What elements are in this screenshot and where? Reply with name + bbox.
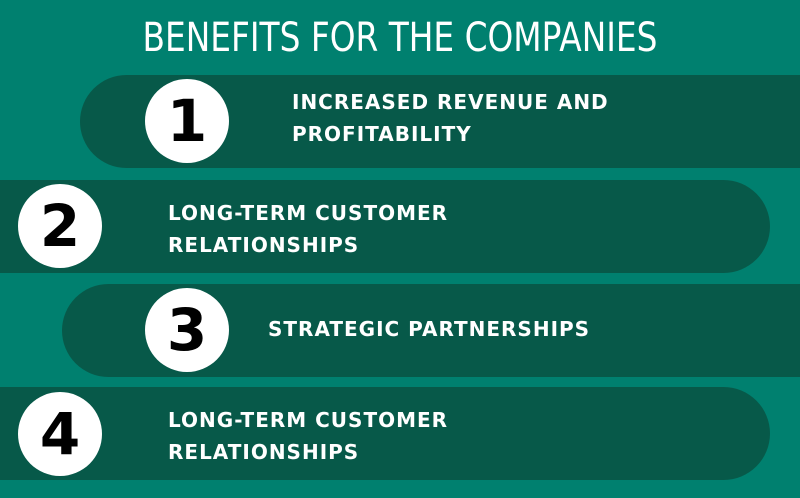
page-title: BENEFITS FOR THE COMPANIES [142, 15, 658, 61]
number-2: 2 [39, 192, 81, 260]
benefit-text-3: STRATEGIC PARTNERSHIPS [268, 317, 591, 341]
benefit-text-1: INCREASED REVENUE AND PROFITABILITY [292, 90, 609, 146]
number-badge-3: 3 [145, 288, 229, 372]
benefit-band-4 [0, 387, 770, 480]
benefit-band-2 [0, 180, 770, 273]
number-1: 1 [166, 87, 208, 155]
number-3: 3 [166, 296, 208, 364]
number-badge-2: 2 [18, 184, 102, 268]
number-badge-4: 4 [18, 392, 102, 476]
benefit-text-2: LONG-TERM CUSTOMER RELATIONSHIPS [168, 201, 449, 257]
number-badge-1: 1 [145, 79, 229, 163]
number-4: 4 [39, 400, 81, 468]
benefit-text-4: LONG-TERM CUSTOMER RELATIONSHIPS [168, 408, 449, 464]
